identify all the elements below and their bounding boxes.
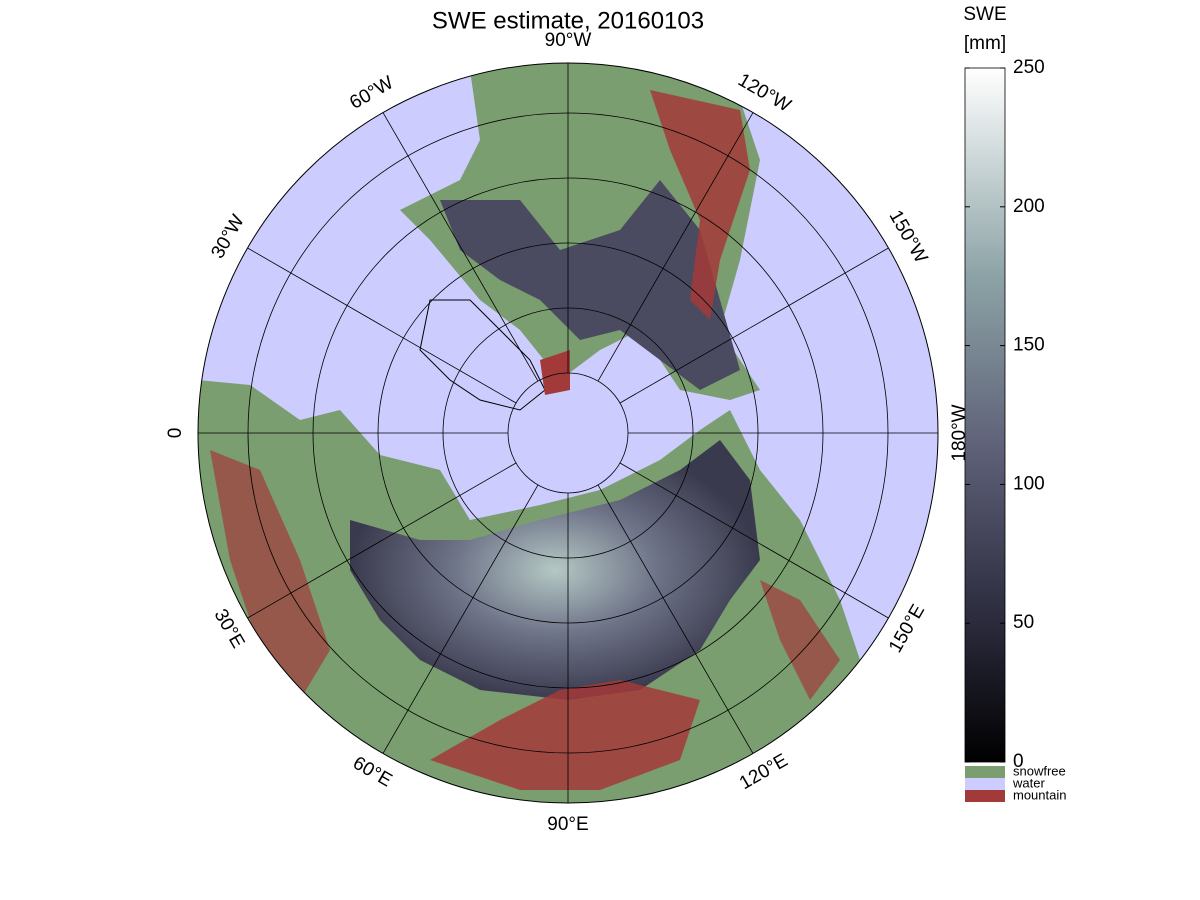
meridian-line bbox=[247, 247, 517, 404]
mountain-greenland bbox=[540, 350, 570, 395]
snow-north-america bbox=[440, 180, 740, 390]
map-title: SWE estimate, 20160103 bbox=[432, 7, 704, 34]
meridian-line bbox=[382, 484, 539, 754]
meridian-line bbox=[247, 462, 517, 619]
colorbar-tick-label: 150 bbox=[1013, 335, 1045, 356]
greenland-outline bbox=[419, 299, 546, 411]
colorbar-label: [mm] bbox=[964, 33, 1006, 54]
colorbar-tick-label: 100 bbox=[1013, 473, 1045, 494]
meridian-label: 90°E bbox=[547, 814, 588, 835]
meridian-line bbox=[619, 247, 889, 404]
graticule bbox=[198, 63, 938, 803]
mountain-europe bbox=[210, 450, 330, 700]
meridian-label: 60°W bbox=[346, 72, 397, 114]
legend-swatch bbox=[965, 766, 1005, 778]
legend-label: water bbox=[1012, 775, 1045, 790]
colorbar-tick-label: 0 bbox=[1013, 751, 1024, 772]
meridian-label: 0 bbox=[165, 428, 186, 439]
meridian-line bbox=[382, 112, 539, 382]
mountain-asia bbox=[430, 680, 700, 790]
legend-label: mountain bbox=[1013, 787, 1066, 802]
meridian-line bbox=[597, 112, 754, 382]
snow-eurasia bbox=[350, 440, 760, 700]
colorbar bbox=[964, 67, 1006, 763]
mountain-east bbox=[760, 580, 840, 700]
legend-label: snowfree bbox=[1013, 763, 1066, 778]
meridian-label: 60°E bbox=[349, 753, 395, 792]
colorbar-label: SWE bbox=[963, 4, 1006, 25]
meridian-label: 30°E bbox=[209, 606, 248, 652]
meridian-label: 180°W bbox=[949, 404, 970, 461]
colorbar-tick-label: 50 bbox=[1013, 612, 1034, 633]
meridian-label: 30°W bbox=[207, 211, 249, 262]
colorbar-tick-label: 200 bbox=[1013, 196, 1045, 217]
meridian-line bbox=[619, 462, 889, 619]
colorbar-tick-label: 250 bbox=[1013, 57, 1045, 78]
meridian-label: 90°W bbox=[545, 30, 592, 51]
meridian-line bbox=[597, 484, 754, 754]
legend-swatch bbox=[965, 790, 1005, 802]
legend-swatch bbox=[965, 778, 1005, 790]
map-border bbox=[197, 62, 939, 804]
